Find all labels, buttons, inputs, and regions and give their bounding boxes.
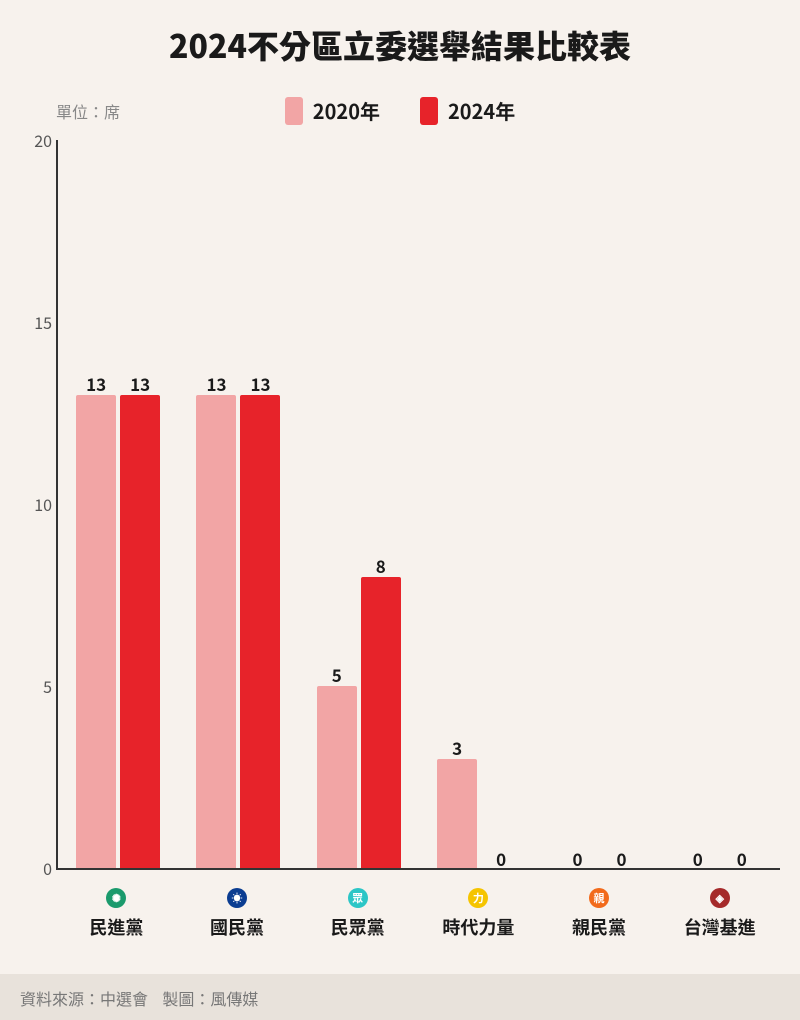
party-label: 時代力量 xyxy=(418,914,539,940)
x-axis-item: 眾民眾黨 xyxy=(297,880,418,940)
bar: 13 xyxy=(240,395,280,868)
bar-value-label: 13 xyxy=(206,371,226,396)
legend-swatch-2020 xyxy=(285,97,303,125)
party-label: 民眾黨 xyxy=(297,914,418,940)
unit-label: 單位：席 xyxy=(56,99,120,123)
x-axis-item: 力時代力量 xyxy=(418,880,539,940)
bar-value-label: 13 xyxy=(86,371,106,396)
party-label: 國民黨 xyxy=(177,914,298,940)
bar-value-label: 0 xyxy=(496,846,506,871)
footer: 資料來源：中選會 製圖：風傳媒 xyxy=(0,974,800,1020)
party-icon: ◈ xyxy=(710,888,730,908)
party-icon: 力 xyxy=(468,888,488,908)
bars-container: 1313131358300000 xyxy=(58,140,780,868)
credit-prefix: 製圖： xyxy=(162,986,210,1010)
bar-value-label: 3 xyxy=(452,735,462,760)
bar: 8 xyxy=(361,577,401,868)
party-icon: ☀ xyxy=(227,888,247,908)
party-icon: 親 xyxy=(589,888,609,908)
source-text: 中選會 xyxy=(100,986,148,1010)
legend-item-2024: 2024年 xyxy=(420,96,515,125)
bar-group: 30 xyxy=(419,140,539,868)
bar: 13 xyxy=(120,395,160,868)
bar-group: 1313 xyxy=(178,140,298,868)
legend-label-2020: 2020年 xyxy=(313,96,380,125)
legend: 單位：席 2020年 2024年 xyxy=(0,96,800,125)
bar-value-label: 0 xyxy=(616,846,626,871)
y-tick: 10 xyxy=(22,492,52,516)
party-icon: ✺ xyxy=(106,888,126,908)
y-tick: 0 xyxy=(22,856,52,880)
y-tick: 15 xyxy=(22,310,52,334)
x-axis-item: ◈ 台灣基進 xyxy=(659,880,780,940)
bar-group: 00 xyxy=(539,140,659,868)
legend-item-2020: 2020年 xyxy=(285,96,380,125)
bar-group: 1313 xyxy=(58,140,178,868)
bar-value-label: 5 xyxy=(332,662,342,687)
x-axis-item: ✺ 民進黨 xyxy=(56,880,177,940)
legend-swatch-2024 xyxy=(420,97,438,125)
chart-area: 1313131358300000 05101520 xyxy=(56,140,780,870)
legend-label-2024: 2024年 xyxy=(448,96,515,125)
bar-group: 58 xyxy=(299,140,419,868)
party-label: 民進黨 xyxy=(56,914,177,940)
bar-value-label: 13 xyxy=(130,371,150,396)
bar-value-label: 0 xyxy=(572,846,582,871)
bar: 3 xyxy=(437,759,477,868)
bar-group: 00 xyxy=(660,140,780,868)
bar-value-label: 0 xyxy=(737,846,747,871)
chart-title: 2024不分區立委選舉結果比較表 xyxy=(0,0,800,68)
party-icon: 眾 xyxy=(348,888,368,908)
x-axis: ✺民進黨☀國民黨眾民眾黨力時代力量親親民黨◈台灣基進 xyxy=(56,880,780,940)
bar-value-label: 13 xyxy=(250,371,270,396)
bar: 13 xyxy=(76,395,116,868)
bar-value-label: 8 xyxy=(376,553,386,578)
y-tick: 20 xyxy=(22,128,52,152)
credit-text: 風傳媒 xyxy=(210,986,258,1010)
y-tick: 5 xyxy=(22,674,52,698)
source-prefix: 資料來源： xyxy=(20,986,100,1010)
bar: 5 xyxy=(317,686,357,868)
party-label: 親民黨 xyxy=(539,914,660,940)
party-label: 台灣基進 xyxy=(659,914,780,940)
x-axis-item: ☀ 國民黨 xyxy=(177,880,298,940)
x-axis-item: 親親民黨 xyxy=(539,880,660,940)
bar: 13 xyxy=(196,395,236,868)
bar-value-label: 0 xyxy=(693,846,703,871)
plot: 1313131358300000 05101520 xyxy=(56,140,780,870)
